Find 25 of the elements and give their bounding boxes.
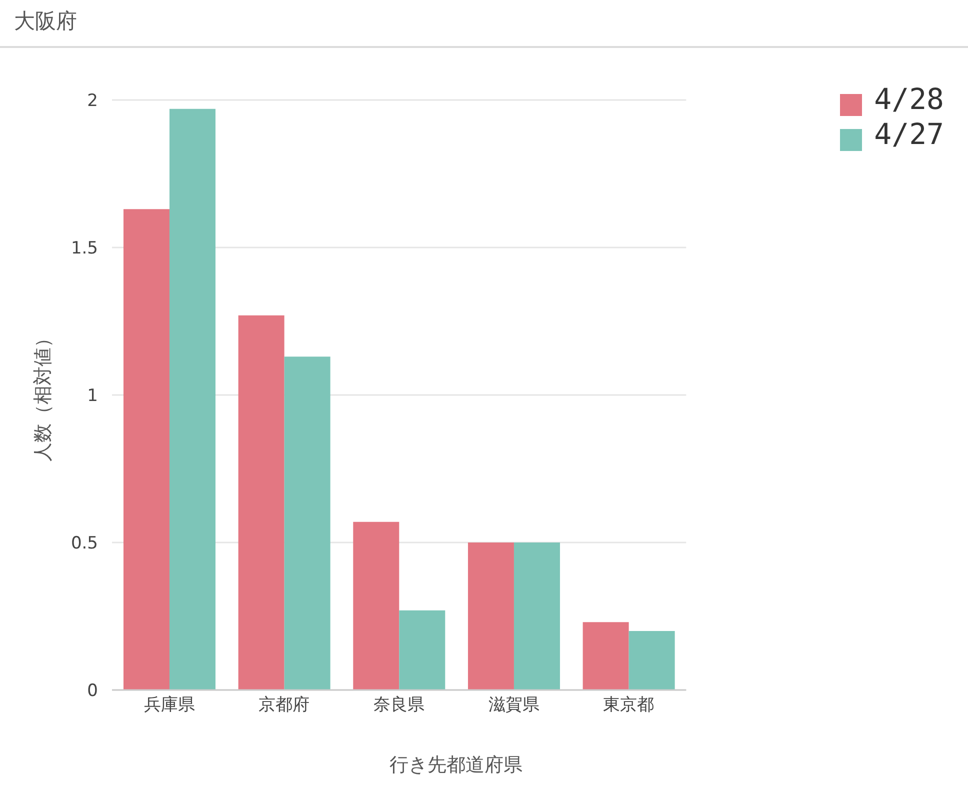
bar [582, 622, 629, 690]
y-tick-label: 1 [87, 386, 98, 406]
y-axis-title: 人数（相対値） [31, 328, 55, 462]
x-tick-label: 奈良県 [374, 695, 425, 716]
bar [353, 522, 400, 690]
x-tick-label: 滋賀県 [488, 695, 540, 716]
bar [514, 542, 560, 690]
bar [628, 631, 675, 690]
bar [399, 610, 446, 690]
y-tick-label: 1.5 [70, 238, 98, 259]
bar [238, 315, 284, 690]
x-tick-label: 東京都 [603, 695, 654, 716]
legend-label: 4/27 [874, 117, 944, 151]
x-tick-label: 京都府 [258, 695, 310, 716]
bar [169, 108, 216, 690]
y-tick-label: 0 [87, 681, 98, 702]
x-tick-label: 兵庫県 [144, 695, 195, 716]
y-tick-label: 0.5 [70, 534, 98, 554]
bar [284, 356, 330, 690]
chart-title: 大阪府 [14, 8, 77, 35]
bar [123, 209, 170, 690]
y-tick-label: 2 [87, 91, 98, 112]
x-axis-title: 行き先都道府県 [390, 753, 522, 778]
legend-label: 4/28 [874, 82, 944, 116]
bar [468, 542, 514, 690]
